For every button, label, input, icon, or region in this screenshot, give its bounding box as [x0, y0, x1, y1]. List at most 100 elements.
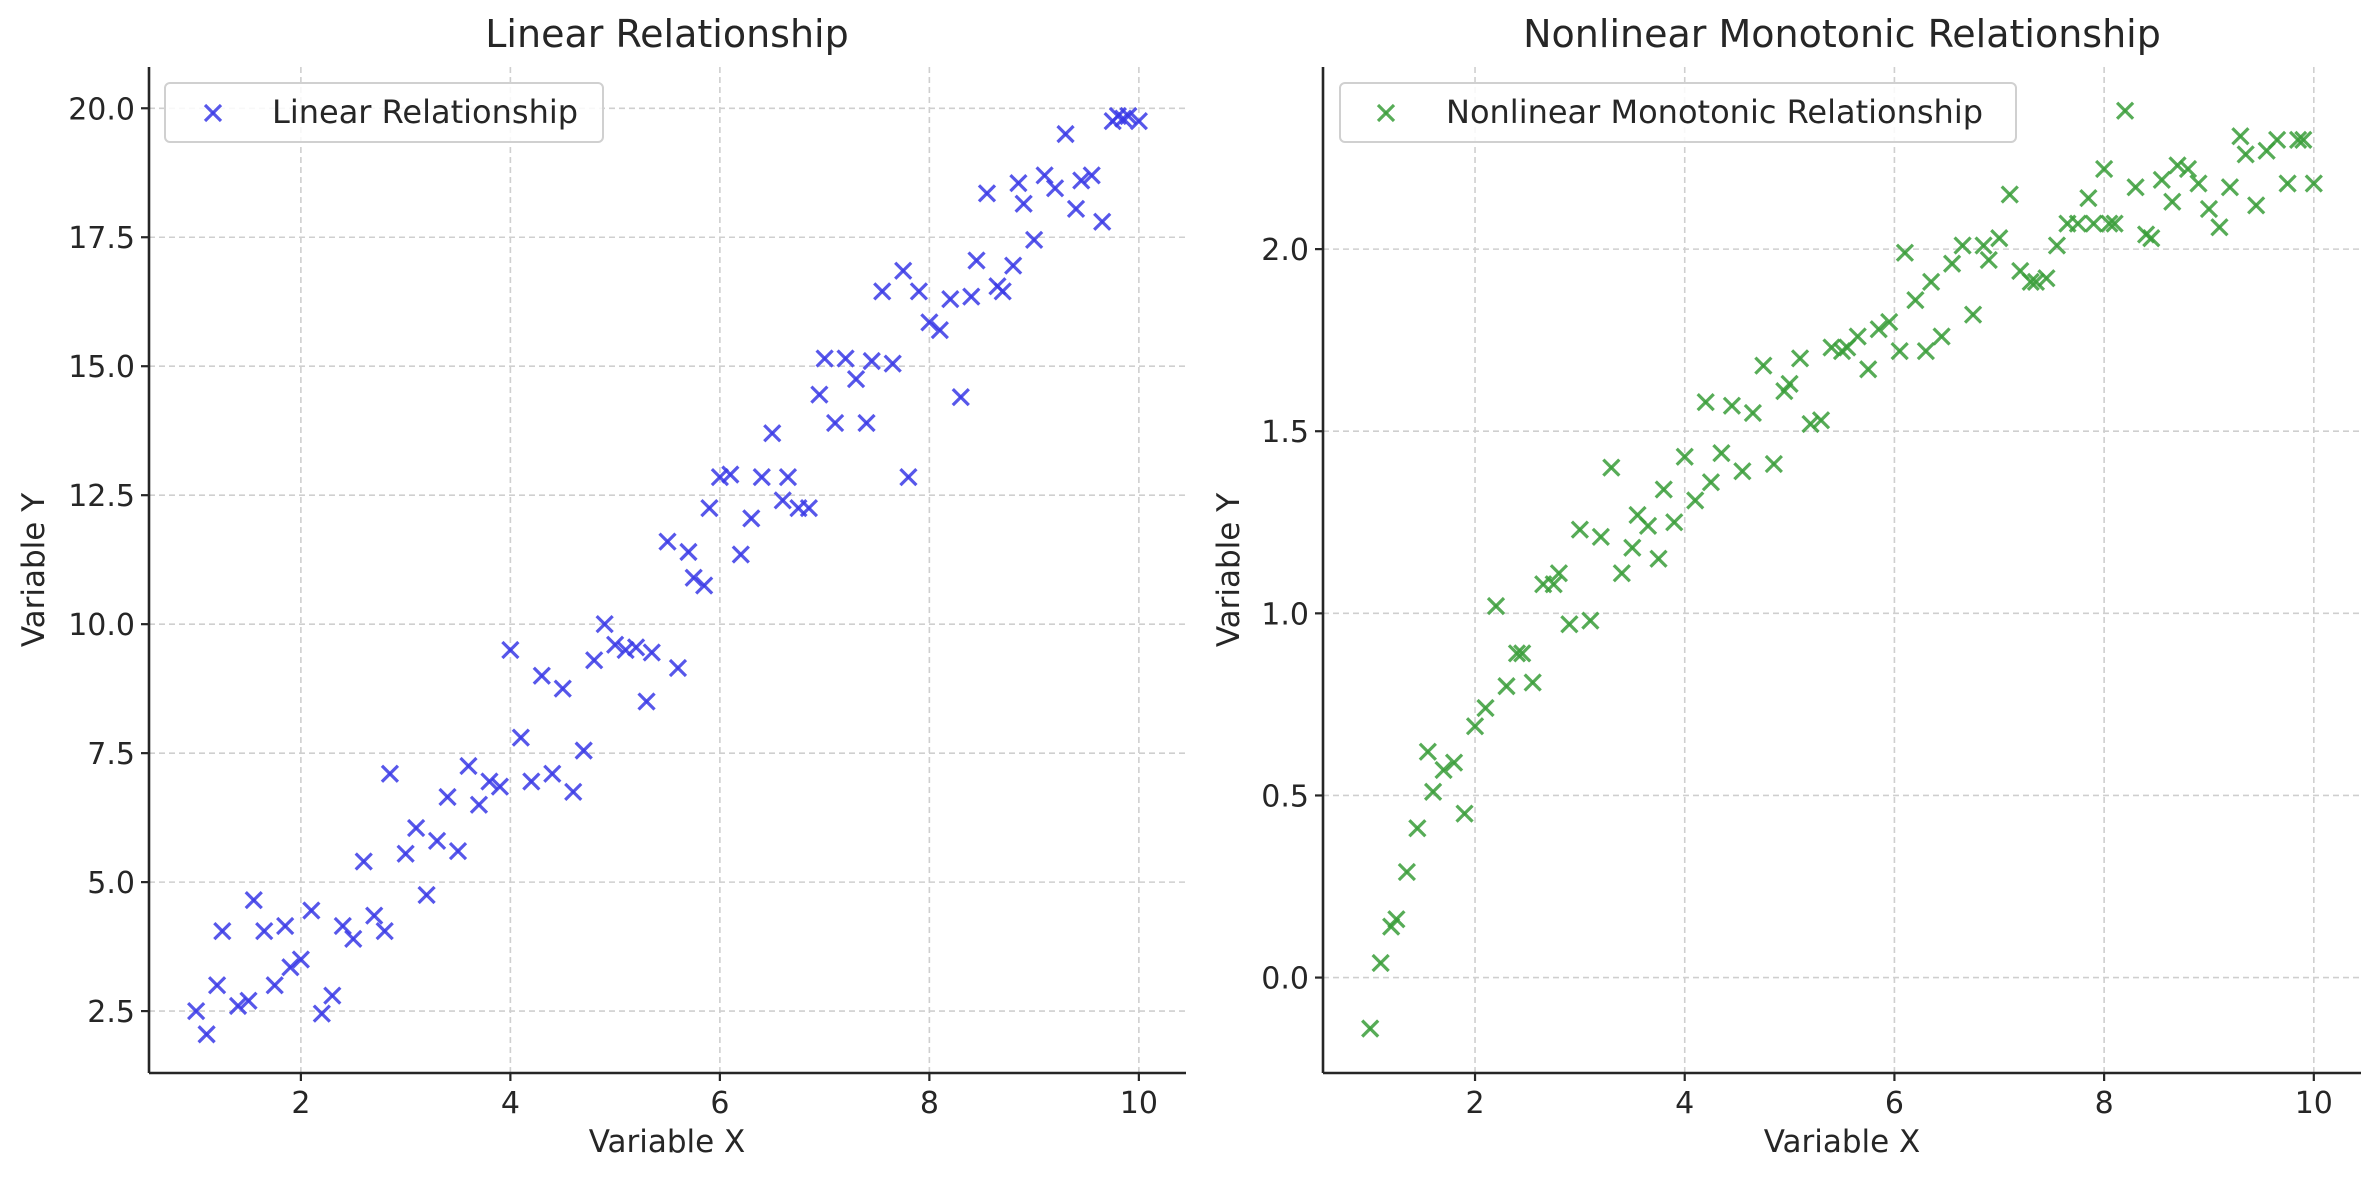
- data-point: [658, 532, 677, 551]
- grid: [1323, 67, 2361, 1073]
- x-tick-label: 2: [291, 1086, 310, 1121]
- legend-marker-x: [203, 103, 223, 123]
- data-point: [1602, 458, 1621, 477]
- data-point: [742, 509, 761, 528]
- data-point: [1066, 199, 1086, 219]
- data-point: [909, 282, 929, 301]
- data-point: [1906, 290, 1925, 310]
- x-tick-label: 10: [2295, 1086, 2333, 1121]
- data-point: [2163, 192, 2182, 211]
- data-point: [1371, 953, 1390, 973]
- legend-frame: [1339, 82, 2017, 143]
- data-point: [2115, 101, 2135, 120]
- data-point: [941, 290, 960, 309]
- data-point: [1045, 179, 1065, 198]
- data-point: [333, 916, 352, 936]
- data-point: [595, 615, 614, 634]
- data-point: [1035, 166, 1054, 185]
- data-point: [1581, 611, 1600, 630]
- axes: [1321, 67, 2361, 1075]
- data-point: [2304, 174, 2323, 193]
- data-point: [731, 545, 750, 564]
- data-point: [2021, 272, 2040, 292]
- data-point: [417, 885, 436, 905]
- data-point: [899, 468, 918, 487]
- data-point: [344, 929, 363, 948]
- data-point: [873, 282, 892, 301]
- x-tick-label: 2: [1465, 1086, 1484, 1121]
- data-point: [1434, 760, 1453, 780]
- data-point: [1953, 236, 1972, 255]
- data-point: [763, 424, 782, 443]
- x-tick-label: 6: [710, 1086, 729, 1121]
- y-axis-label: Variable Y: [1211, 493, 1247, 647]
- data-point: [1869, 320, 1888, 339]
- data-point: [469, 795, 489, 814]
- data-point: [1455, 804, 1474, 823]
- y-tick-label: 10.0: [68, 608, 135, 643]
- data-point: [1004, 256, 1023, 275]
- x-tick-label: 4: [501, 1086, 520, 1121]
- data-point: [1932, 327, 1951, 346]
- x-axis-label: Variable X: [1764, 1124, 1921, 1160]
- data-point: [2142, 229, 2161, 248]
- data-point: [1129, 112, 1148, 131]
- data-point: [1696, 392, 1715, 412]
- data-point: [574, 741, 593, 760]
- data-point: [700, 498, 719, 518]
- data-point: [1119, 106, 1138, 126]
- data-point: [585, 651, 604, 670]
- data-point: [1544, 575, 1563, 594]
- data-point: [1963, 305, 1983, 324]
- data-point: [825, 413, 845, 433]
- data-point: [522, 772, 541, 791]
- data-point: [668, 658, 688, 678]
- data-point: [1486, 596, 1506, 616]
- data-point: [773, 491, 792, 510]
- data-point: [2247, 196, 2266, 215]
- data-point: [778, 468, 798, 487]
- data-point: [1623, 538, 1642, 557]
- data-point: [1465, 717, 1485, 736]
- y-axis-label: Variable Y: [16, 493, 52, 647]
- data-point: [1848, 327, 1867, 346]
- data-point: [438, 787, 457, 807]
- y-tick-label: 1.0: [1261, 597, 1309, 632]
- data-point: [265, 976, 284, 995]
- x-tick-label: 8: [920, 1086, 939, 1121]
- data-point: [1549, 564, 1569, 583]
- data-point: [962, 287, 981, 306]
- data-point: [276, 916, 295, 936]
- data-point: [1764, 454, 1783, 474]
- data-point: [1979, 250, 1998, 270]
- data-point: [1921, 272, 1941, 292]
- data-point: [616, 640, 635, 660]
- data-point: [684, 568, 703, 587]
- data-point: [1523, 673, 1542, 692]
- data-point: [406, 818, 426, 838]
- y-ticks: 2.5 5.0 7.5 10.0 12.5 15.0 17.5 20.0: [68, 92, 149, 1030]
- data-point: [365, 906, 384, 925]
- data-point: [2178, 159, 2198, 179]
- chart-title: Linear Relationship: [485, 12, 848, 56]
- data-point: [993, 282, 1012, 301]
- data-point: [380, 764, 400, 783]
- x-axis-label: Variable X: [589, 1124, 746, 1160]
- data-point: [2294, 130, 2313, 149]
- data-point: [1397, 862, 1417, 882]
- y-ticks: 0.0 0.5 1.0 1.5 2.0: [1261, 233, 1323, 997]
- data-point: [1822, 338, 1841, 357]
- y-tick-label: 7.5: [87, 737, 135, 772]
- legend-marker-x: [1376, 103, 1396, 123]
- data-point: [2199, 199, 2219, 219]
- y-tick-label: 12.5: [68, 479, 135, 514]
- data-point: [1974, 236, 1993, 255]
- data-point: [1014, 194, 1033, 213]
- data-point: [312, 1004, 331, 1023]
- data-point: [2079, 188, 2098, 208]
- data-point: [480, 772, 499, 791]
- data-point: [752, 468, 771, 487]
- data-point: [862, 351, 881, 371]
- data-point: [1056, 124, 1075, 144]
- data-point: [2220, 178, 2240, 197]
